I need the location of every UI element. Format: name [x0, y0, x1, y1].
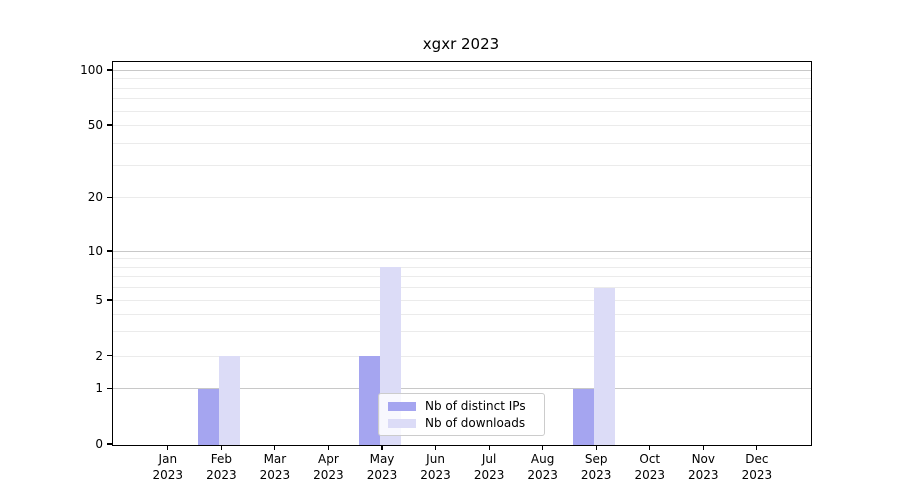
x-axis-tick-label: Aug 2023: [527, 452, 558, 482]
bar-downloads: [219, 356, 241, 445]
y-axis-tick: [107, 69, 112, 71]
y-axis-tick: [107, 124, 112, 126]
legend: Nb of distinct IPs Nb of downloads: [378, 393, 545, 436]
legend-swatch-downloads: [388, 418, 416, 428]
x-axis-tick-label: Dec 2023: [741, 452, 773, 482]
chart-title: xgxr 2023: [422, 35, 500, 53]
x-axis-tick: [434, 445, 437, 450]
x-axis-tick: [220, 445, 222, 450]
x-axis-tick-label: Sep 2023: [580, 452, 612, 482]
bar-distinct-ips: [198, 388, 220, 445]
legend-row-downloads: Nb of downloads: [388, 416, 544, 430]
y-axis-tick: [107, 196, 112, 198]
gridline: [112, 313, 811, 315]
x-axis-tick-label: May 2023: [366, 452, 398, 482]
y-axis-tick-label: 0: [95, 437, 103, 451]
x-axis-tick-label: Jun 2023: [420, 452, 451, 482]
y-axis-tick-label: 100: [80, 63, 103, 77]
y-axis-tick: [107, 250, 112, 252]
gridline: [112, 87, 811, 89]
gridline: [112, 70, 811, 71]
y-axis-tick: [107, 355, 112, 357]
y-axis-tick-label: 5: [95, 293, 103, 307]
x-axis-tick: [327, 445, 330, 450]
x-axis-tick-label: Nov 2023: [688, 452, 719, 482]
x-axis-tick-label: Mar 2023: [259, 452, 291, 482]
gridline: [112, 258, 811, 260]
y-axis-tick-label: 20: [87, 190, 103, 205]
bar-downloads: [594, 287, 616, 445]
gridline: [112, 197, 811, 199]
gridline: [112, 300, 811, 301]
gridline: [112, 266, 811, 268]
legend-swatch-distinct-ips: [388, 401, 416, 411]
legend-label-distinct-ips: Nb of distinct IPs: [425, 399, 526, 413]
x-axis-tick-label: Apr 2023: [313, 452, 344, 482]
gridline: [112, 355, 811, 357]
gridline: [112, 251, 811, 252]
x-axis-tick: [649, 445, 651, 450]
gridline: [112, 276, 811, 278]
gridline: [112, 98, 811, 100]
gridline: [112, 165, 811, 167]
y-axis-tick-label: 50: [87, 118, 103, 132]
x-axis-tick-label: Feb 2023: [206, 452, 237, 482]
y-axis-tick: [107, 299, 112, 301]
x-axis-tick: [595, 445, 597, 450]
x-axis-tick: [167, 445, 169, 450]
gridline: [112, 142, 811, 144]
plot-area: [111, 60, 812, 446]
x-axis-tick-label: Jan 2023: [152, 452, 184, 482]
y-axis-tick: [107, 387, 112, 389]
x-axis-tick-label: Oct 2023: [634, 452, 666, 482]
bar-distinct-ips: [359, 356, 380, 445]
gridline: [112, 125, 811, 126]
legend-row-distinct-ips: Nb of distinct IPs: [388, 399, 544, 413]
gridline: [112, 110, 811, 112]
x-axis-tick: [274, 445, 276, 450]
y-axis-tick-label: 1: [95, 381, 103, 396]
gridline: [112, 78, 811, 80]
gridline: [112, 388, 811, 390]
bar-distinct-ips: [573, 388, 595, 445]
gridline: [112, 287, 811, 289]
x-axis-tick: [381, 445, 383, 450]
y-axis-tick: [107, 443, 112, 445]
y-axis-tick-label: 10: [87, 244, 103, 258]
x-axis-tick: [542, 445, 544, 450]
x-axis-tick-label: Jul 2023: [473, 452, 505, 482]
gridline: [112, 331, 811, 333]
x-axis-tick: [488, 445, 490, 450]
x-axis-tick: [702, 445, 704, 450]
x-axis-tick: [756, 445, 758, 450]
legend-label-downloads: Nb of downloads: [425, 416, 526, 430]
y-axis-tick-label: 2: [95, 348, 103, 363]
